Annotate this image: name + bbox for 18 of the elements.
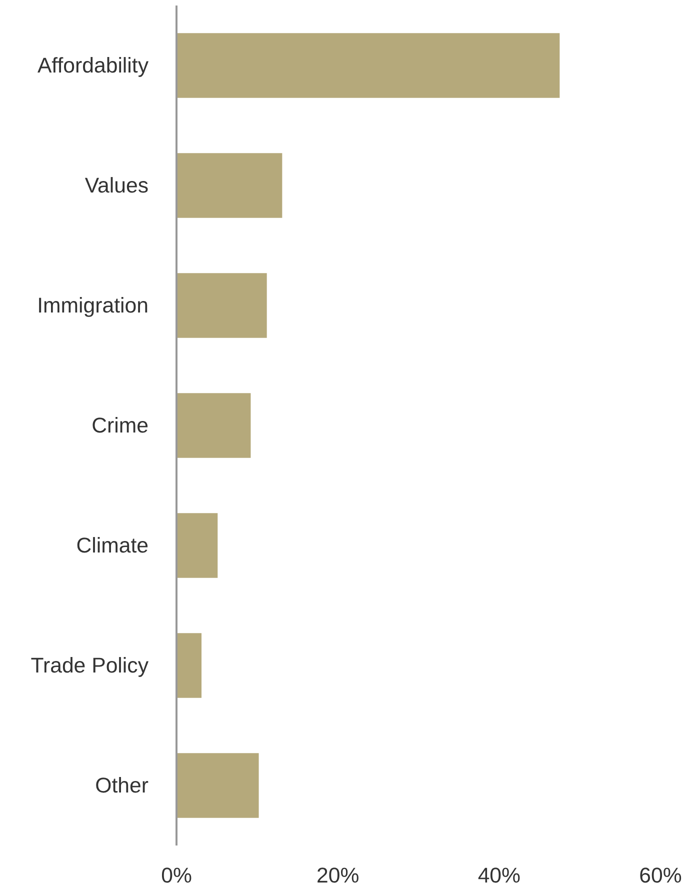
y-tick-label: Trade Policy [30,654,149,678]
bar [176,33,560,98]
y-tick-label: Values [84,174,149,198]
y-tick-label: Affordability [37,54,149,78]
x-tick-label: 40% [478,864,521,888]
bar [176,633,202,698]
x-tick-label: 60% [639,864,682,888]
bar [176,273,267,338]
bar [176,393,251,458]
y-tick-label: Climate [76,534,148,558]
x-tick-label: 0% [161,864,192,888]
bar [176,513,218,578]
bar [176,153,282,218]
bar [176,753,259,818]
y-tick-label: Immigration [37,294,149,318]
y-tick-label: Other [95,774,149,798]
x-tick-label: 20% [316,864,360,888]
y-tick-label: Crime [92,414,149,438]
